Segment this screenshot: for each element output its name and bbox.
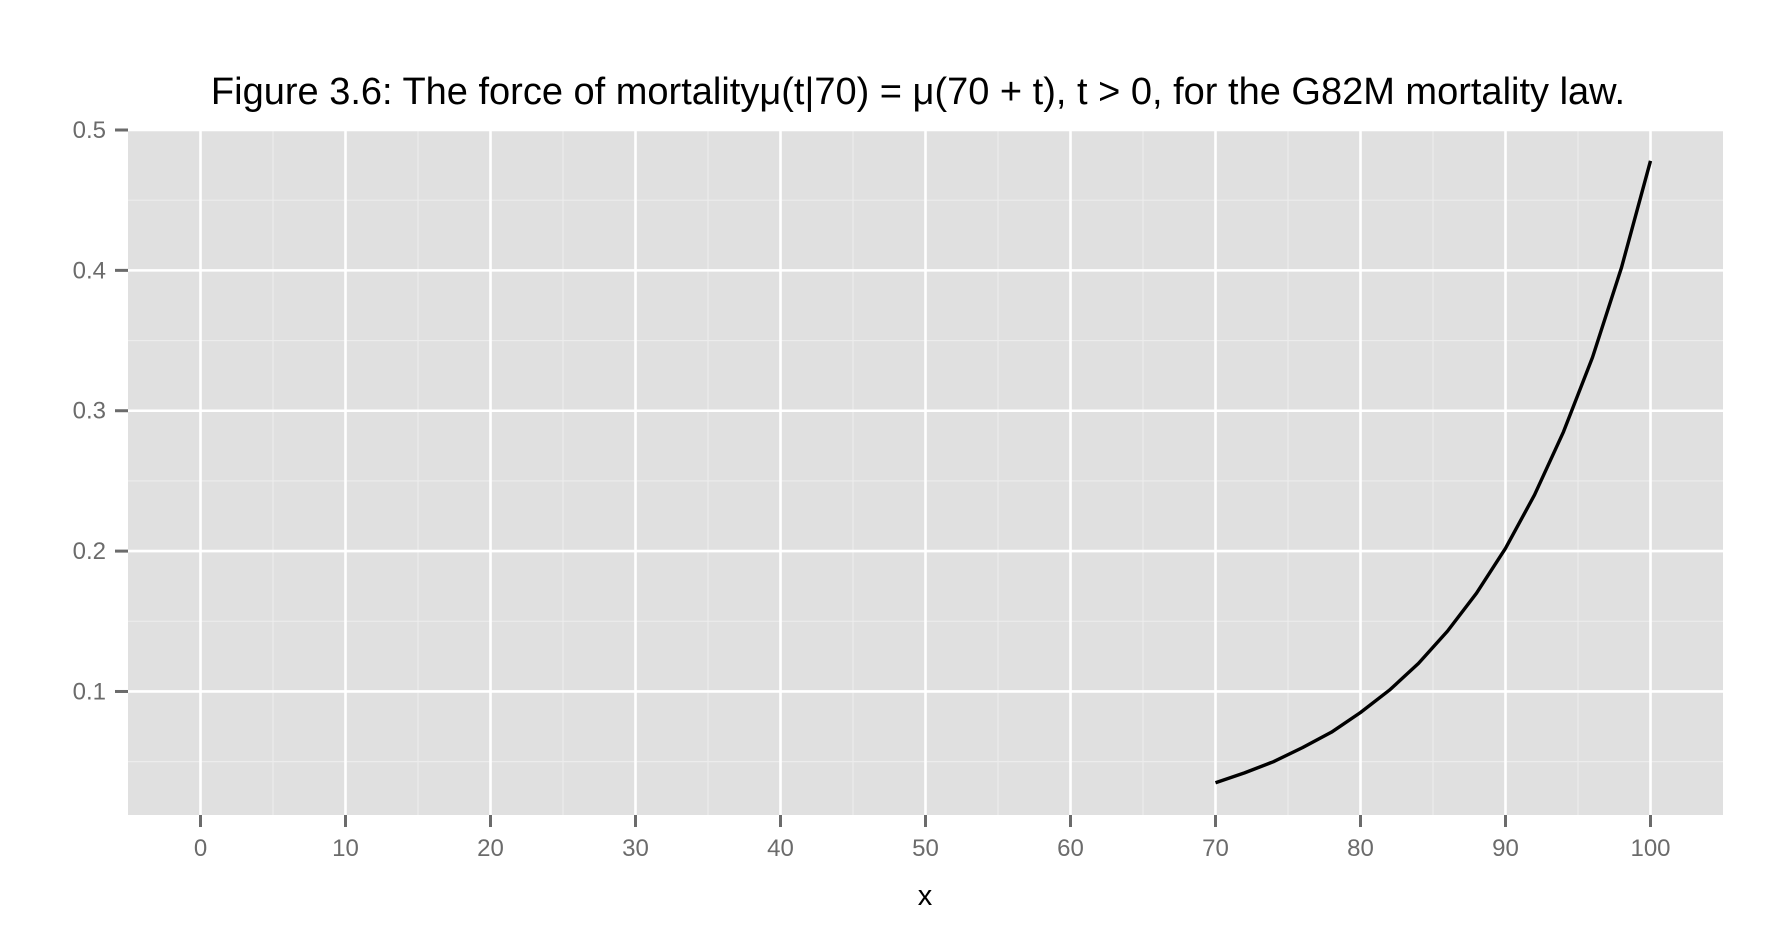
x-tick-label: 30 bbox=[622, 835, 649, 862]
series-group bbox=[1214, 160, 1653, 785]
y-tick-label: 0.4 bbox=[73, 257, 106, 284]
x-tick-label: 100 bbox=[1630, 835, 1670, 862]
y-tick-label: 0.2 bbox=[73, 538, 106, 565]
y-tick-label: 0.3 bbox=[73, 398, 106, 425]
x-tick-label: 40 bbox=[767, 835, 794, 862]
y-tick-label: 0.5 bbox=[73, 117, 106, 144]
x-tick-label: 90 bbox=[1492, 835, 1519, 862]
y-tick-label: 0.1 bbox=[73, 678, 106, 705]
x-axis-label: x bbox=[918, 880, 933, 912]
series-line bbox=[1214, 160, 1653, 785]
x-tick-label: 70 bbox=[1202, 835, 1229, 862]
major-gridlines bbox=[128, 128, 1723, 815]
x-axis-ticks: 0 10 20 30 40 50 60 70 80 90 100 bbox=[194, 815, 1671, 862]
x-tick-label: 0 bbox=[194, 835, 207, 862]
x-tick-label: 80 bbox=[1347, 835, 1374, 862]
x-tick-label: 50 bbox=[912, 835, 939, 862]
chart-title: Figure 3.6: The force of mortalityμ(t|70… bbox=[211, 71, 1625, 113]
x-tick-label: 20 bbox=[477, 835, 504, 862]
x-tick-label: 10 bbox=[332, 835, 359, 862]
x-tick-label: 60 bbox=[1057, 835, 1084, 862]
y-axis-ticks: 0.1 0.2 0.3 0.4 0.5 bbox=[73, 117, 128, 705]
